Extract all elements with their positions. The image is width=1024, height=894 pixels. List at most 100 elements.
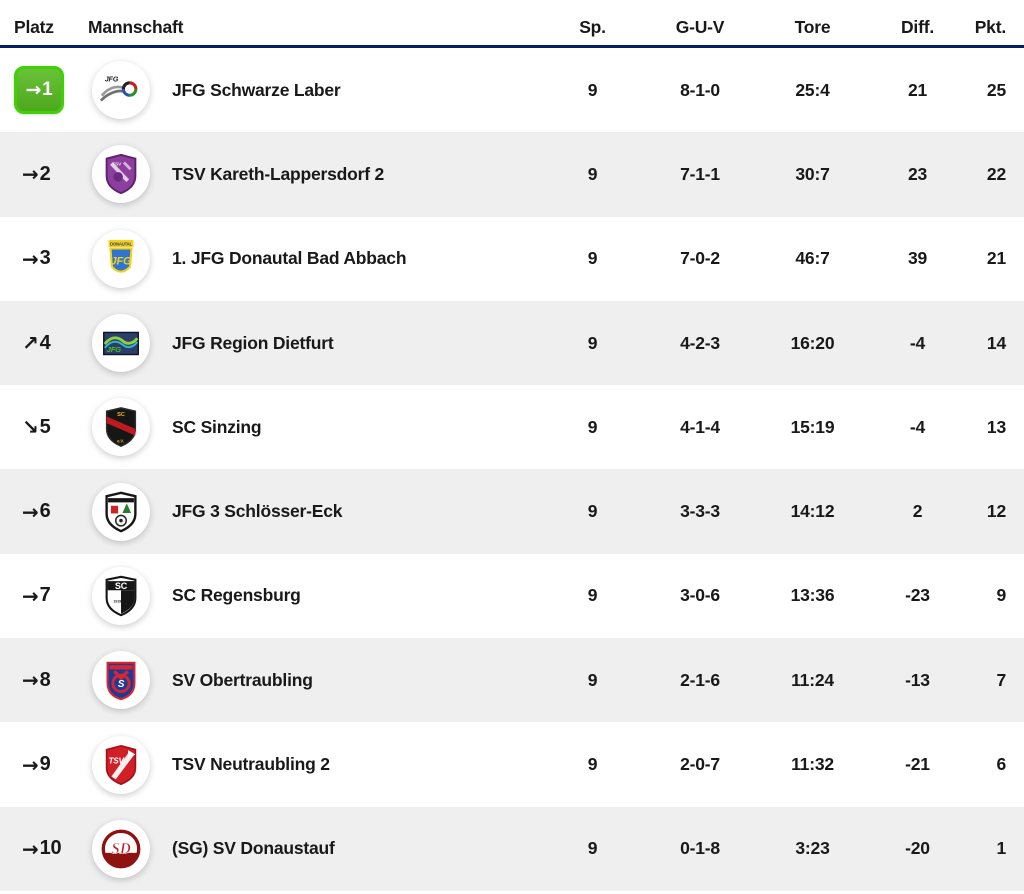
punkte-cell: 14 bbox=[986, 332, 1006, 353]
matches-cell: 9 bbox=[587, 416, 598, 437]
matches-cell: 9 bbox=[587, 838, 598, 859]
diff-cell: -4 bbox=[909, 332, 926, 353]
trend-right-icon: → bbox=[22, 752, 39, 777]
table-row[interactable]: ↘ 5 SC e.V. SC Sinzing 9 4-1-4 15:19 -4 1… bbox=[0, 385, 1024, 469]
team-name: SV Obertraubling bbox=[172, 669, 313, 690]
column-header-diff: Diff. bbox=[900, 17, 935, 37]
table-row[interactable]: ↗ 4 JFG JFG Region Dietfurt 9 4-2-3 16:2… bbox=[0, 300, 1024, 386]
svg-text:S: S bbox=[118, 679, 125, 690]
svg-text:1919: 1919 bbox=[113, 600, 121, 604]
punkte-cell: 25 bbox=[986, 79, 1006, 100]
position-value: 10 bbox=[39, 837, 62, 860]
svg-text:JFG: JFG bbox=[107, 345, 122, 354]
position-value: 5 bbox=[39, 415, 51, 438]
team-cell: SC e.V. SC Sinzing bbox=[88, 398, 540, 457]
svg-text:SC: SC bbox=[115, 581, 128, 591]
tore-cell: 3:23 bbox=[795, 838, 830, 859]
position-value: 6 bbox=[39, 500, 51, 523]
position-value: 2 bbox=[39, 162, 51, 185]
team-cell: JFG JFG Schwarze Laber bbox=[88, 61, 540, 120]
position-wrap: → 1 bbox=[14, 66, 64, 115]
team-name: TSV Neutraubling 2 bbox=[172, 754, 330, 775]
position-cell: → 3 bbox=[0, 247, 88, 271]
punkte-cell: 6 bbox=[996, 754, 1006, 775]
diff-cell: 2 bbox=[912, 501, 923, 522]
matches-cell: 9 bbox=[587, 501, 598, 522]
team-name: 1. JFG Donautal Bad Abbach bbox=[172, 248, 407, 269]
team-name: JFG Schwarze Laber bbox=[172, 79, 341, 100]
trend-right-icon: → bbox=[22, 162, 39, 187]
position-cell: → 6 bbox=[0, 500, 88, 524]
sv-obertraubling-logo: S bbox=[98, 657, 144, 703]
column-header-punkte: Pkt. bbox=[974, 17, 1006, 37]
position-value: 1 bbox=[42, 79, 53, 101]
position-cell: → 2 bbox=[0, 162, 88, 186]
team-name: (SG) SV Donaustauf bbox=[172, 838, 335, 859]
team-name: SC Regensburg bbox=[172, 585, 301, 606]
table-row[interactable]: → 2 TSV TSV Kareth-Lappersdorf 2 9 7-1-1… bbox=[0, 132, 1024, 217]
table-row[interactable]: → 10 SD (SG) SV Donaustauf 9 0-1-8 3:23 … bbox=[0, 806, 1024, 891]
team-name: JFG Region Dietfurt bbox=[172, 332, 334, 353]
table-row[interactable]: → 6 JFG 3 Schlösser-Eck 9 3-3-3 14:12 2 … bbox=[0, 469, 1024, 554]
column-header-tore: Tore bbox=[794, 17, 831, 37]
trend-right-icon: → bbox=[22, 668, 39, 693]
tore-cell: 11:24 bbox=[791, 669, 834, 690]
column-header-platz: Platz bbox=[14, 17, 54, 37]
matches-cell: 9 bbox=[587, 332, 598, 353]
guv-cell: 2-0-7 bbox=[680, 754, 720, 775]
team-cell: JFG 3 Schlösser-Eck bbox=[88, 482, 540, 541]
position-value: 8 bbox=[39, 668, 51, 691]
guv-cell: 4-2-3 bbox=[680, 332, 720, 353]
table-row[interactable]: → 7 SC 1919 SC Regensburg 9 3-0-6 13:36 -… bbox=[0, 554, 1024, 638]
svg-text:JFG: JFG bbox=[105, 76, 119, 84]
diff-cell: -13 bbox=[905, 669, 930, 690]
table-row[interactable]: → 9 TSV TSV Neutraubling 2 9 2-0-7 11:32… bbox=[0, 722, 1024, 806]
matches-cell: 9 bbox=[587, 79, 598, 100]
team-logo-chip: DONAUTAL JFG bbox=[92, 229, 150, 288]
table-row[interactable]: → 3 DONAUTAL JFG 1. JFG Donautal Bad Abba… bbox=[0, 217, 1024, 301]
position-wrap: → 2 bbox=[14, 162, 51, 186]
column-header-guv: G-U-V bbox=[675, 17, 725, 37]
position-cell: → 1 bbox=[0, 66, 88, 115]
matches-cell: 9 bbox=[587, 163, 598, 184]
diff-cell: -20 bbox=[905, 838, 930, 859]
team-cell: SD (SG) SV Donaustauf bbox=[88, 819, 540, 878]
team-logo-chip: TSV bbox=[92, 145, 150, 204]
jfg-region-dietfurt-logo: JFG bbox=[98, 320, 144, 366]
diff-cell: 21 bbox=[907, 79, 928, 100]
team-cell: DONAUTAL JFG 1. JFG Donautal Bad Abbach bbox=[88, 229, 540, 288]
team-logo-chip bbox=[92, 482, 150, 541]
team-cell: TSV TSV Kareth-Lappersdorf 2 bbox=[88, 145, 540, 204]
punkte-cell: 13 bbox=[986, 416, 1006, 437]
tore-cell: 46:7 bbox=[795, 248, 830, 269]
tore-cell: 25:4 bbox=[795, 79, 830, 100]
position-wrap: → 7 bbox=[14, 584, 51, 608]
position-wrap: → 8 bbox=[14, 668, 51, 692]
table-row[interactable]: → 8 S SV Obertraubling 9 2-1-6 11:24 -13… bbox=[0, 638, 1024, 723]
guv-cell: 4-1-4 bbox=[680, 416, 720, 437]
team-logo-chip: SD bbox=[92, 819, 150, 878]
position-cell: ↘ 5 bbox=[0, 415, 88, 439]
team-name: SC Sinzing bbox=[172, 416, 262, 437]
team-logo-chip: TSV bbox=[92, 735, 150, 794]
table-row[interactable]: → 1 JFG JFG Schwarze Laber 9 8-1-0 25:4 … bbox=[0, 48, 1024, 132]
punkte-cell: 22 bbox=[986, 163, 1006, 184]
team-cell: TSV TSV Neutraubling 2 bbox=[88, 735, 540, 794]
tsv-neutraubling-logo: TSV bbox=[98, 742, 144, 788]
position-wrap: ↘ 5 bbox=[14, 415, 51, 439]
column-header-mannschaft: Mannschaft bbox=[88, 17, 184, 37]
tore-cell: 14:12 bbox=[790, 501, 835, 522]
column-header-spiele: Sp. bbox=[579, 17, 606, 37]
diff-cell: -21 bbox=[905, 754, 930, 775]
diff-cell: -23 bbox=[905, 585, 930, 606]
jfg-3-schloesser-eck-logo bbox=[98, 489, 144, 535]
trend-up-icon: ↗ bbox=[22, 331, 39, 356]
guv-cell: 7-1-1 bbox=[680, 163, 720, 184]
guv-cell: 8-1-0 bbox=[680, 79, 720, 100]
trend-right-icon: → bbox=[25, 79, 42, 102]
team-cell: SC 1919 SC Regensburg bbox=[88, 566, 540, 625]
guv-cell: 7-0-2 bbox=[680, 248, 720, 269]
jfg-schwarze-laber-logo: JFG bbox=[98, 67, 144, 113]
trend-right-icon: → bbox=[22, 583, 39, 608]
